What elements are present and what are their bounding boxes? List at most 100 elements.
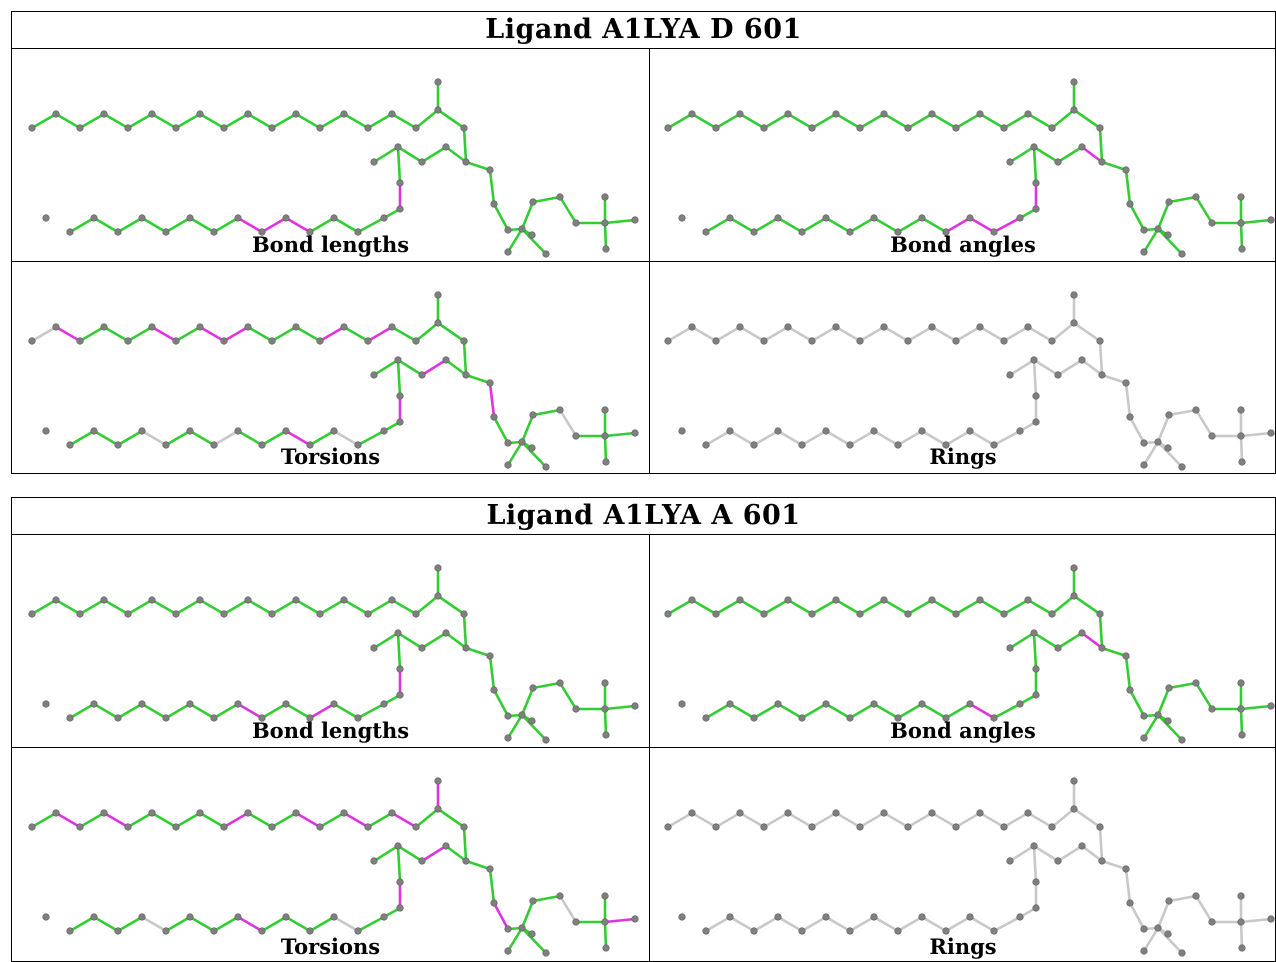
atom: [1054, 857, 1062, 865]
atom: [856, 337, 864, 345]
bond: [150, 112, 178, 130]
atom: [894, 714, 902, 722]
atom: [418, 644, 426, 652]
panel-rings: Rings: [649, 747, 1276, 961]
atom: [1000, 610, 1008, 618]
bond: [420, 145, 448, 164]
bond: [1080, 631, 1104, 650]
bond: [603, 917, 637, 924]
atom: [784, 809, 792, 817]
bond: [992, 702, 1022, 720]
bond: [1128, 202, 1146, 232]
atom: [460, 823, 468, 831]
bond: [308, 429, 336, 447]
atom: [1078, 842, 1086, 850]
bond: [396, 844, 402, 884]
molecule-diagram: [28, 78, 639, 258]
bond: [558, 894, 578, 924]
atom: [918, 700, 926, 708]
atom: [306, 714, 314, 722]
atom: [712, 610, 720, 618]
atom: [784, 596, 792, 604]
bond: [1008, 145, 1036, 164]
bond: [1194, 408, 1214, 438]
bond: [1056, 145, 1084, 164]
atom: [258, 441, 266, 449]
atom: [1070, 106, 1078, 114]
bond: [1156, 686, 1171, 717]
bond: [270, 598, 298, 616]
atom: [1096, 337, 1104, 345]
atom: [462, 158, 470, 166]
bond: [800, 216, 828, 234]
atom: [1238, 944, 1246, 952]
atom: [1016, 427, 1024, 435]
atom: [736, 110, 744, 118]
atom: [664, 337, 672, 345]
bond: [366, 112, 394, 130]
atom: [556, 406, 564, 414]
bond: [390, 112, 418, 130]
bond: [372, 145, 400, 164]
atom: [66, 927, 74, 935]
bond: [1098, 126, 1104, 164]
atom: [1140, 439, 1148, 447]
atom: [234, 913, 242, 921]
atom: [1237, 193, 1245, 201]
atom: [712, 124, 720, 132]
bond: [464, 160, 492, 172]
bond: [488, 168, 496, 206]
atom: [1024, 596, 1032, 604]
atom: [774, 427, 782, 435]
atom: [518, 225, 526, 233]
atom: [396, 691, 404, 699]
bond: [246, 112, 274, 130]
bond: [54, 598, 82, 616]
panel-bond-angles: Bond angles: [649, 535, 1276, 747]
bond: [531, 894, 562, 903]
atom: [220, 823, 228, 831]
bond: [198, 112, 226, 130]
bond: [752, 429, 780, 447]
bond: [174, 811, 202, 829]
atom: [486, 166, 494, 174]
atom: [1078, 356, 1086, 364]
atom: [412, 337, 420, 345]
atom: [370, 158, 378, 166]
atom: [702, 714, 710, 722]
bond: [858, 811, 886, 829]
atom: [1238, 731, 1246, 739]
bond: [690, 325, 718, 343]
bond: [520, 227, 548, 256]
bond: [786, 112, 814, 130]
bond: [930, 811, 958, 829]
atom: [354, 441, 362, 449]
bond: [222, 112, 250, 130]
bond: [666, 811, 694, 829]
bond: [462, 126, 468, 164]
atom: [220, 610, 228, 618]
atom: [1208, 918, 1216, 926]
bond: [666, 598, 694, 616]
bond: [906, 325, 934, 343]
atom: [490, 413, 498, 421]
bond: [930, 112, 958, 130]
atom: [460, 337, 468, 345]
atom: [556, 193, 564, 201]
bond: [30, 598, 58, 616]
atom: [162, 228, 170, 236]
bond: [603, 221, 608, 251]
atom: [1164, 930, 1172, 938]
bond: [1128, 415, 1146, 445]
bond: [1008, 631, 1036, 650]
atom: [1024, 323, 1032, 331]
atom: [486, 652, 494, 660]
bond: [968, 915, 996, 933]
atom: [1126, 686, 1134, 694]
atom: [880, 323, 888, 331]
bond: [603, 434, 608, 464]
ligand-title: Ligand A1LYA A 601: [12, 498, 1275, 535]
bond: [1098, 825, 1104, 863]
bond: [762, 598, 790, 616]
bond: [1032, 358, 1038, 398]
